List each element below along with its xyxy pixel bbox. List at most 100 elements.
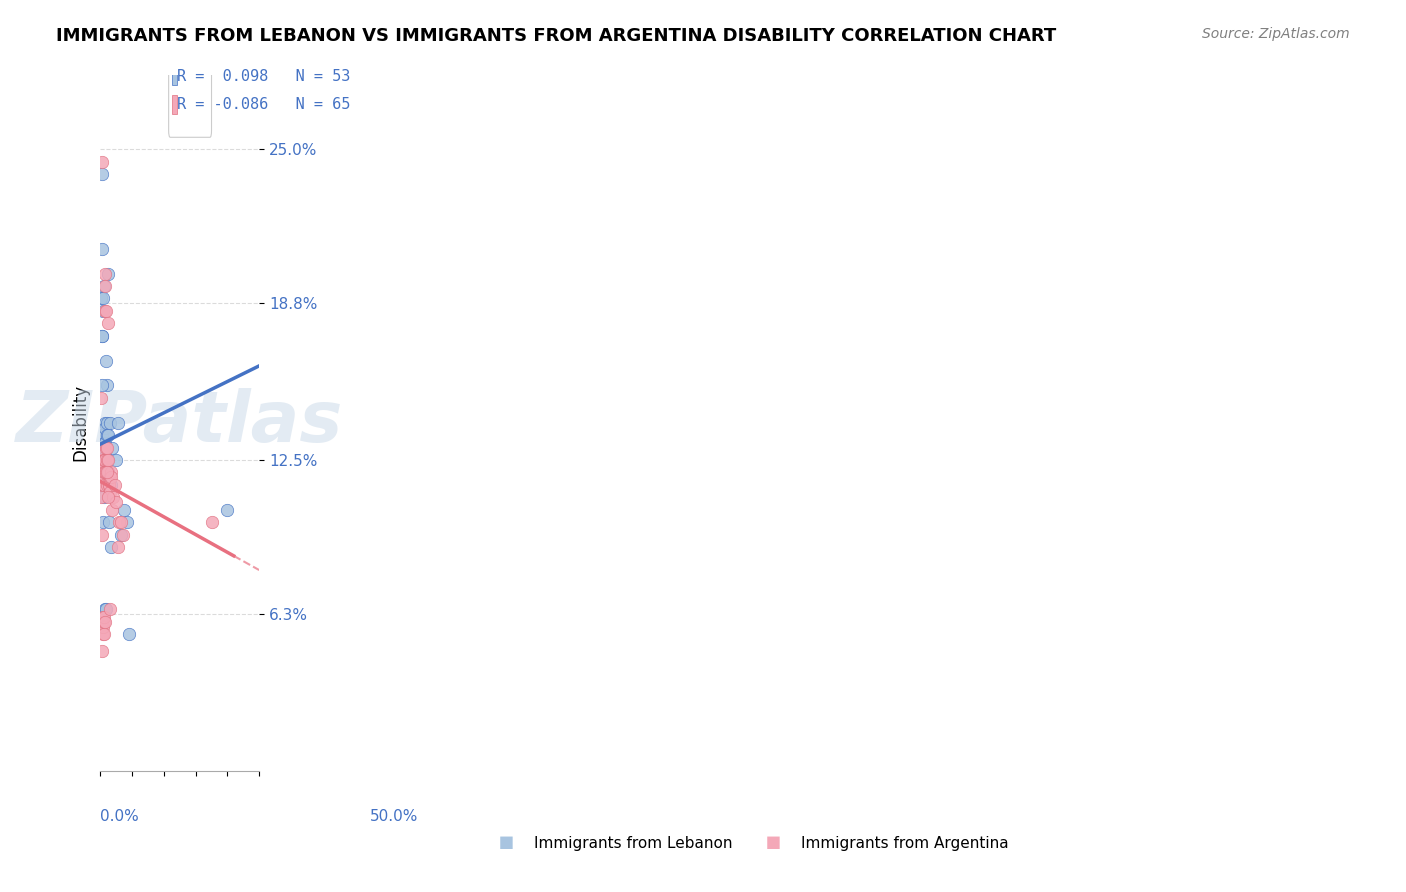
Point xyxy=(96,428,118,442)
Bar xyxy=(172,66,177,85)
Point xyxy=(217,502,239,516)
Point xyxy=(93,478,115,492)
Point xyxy=(96,466,118,480)
Point xyxy=(94,453,117,467)
Point xyxy=(91,615,114,629)
Point xyxy=(94,267,117,281)
Point xyxy=(91,466,114,480)
Point xyxy=(91,453,114,467)
Point xyxy=(91,328,114,343)
Text: R = -0.086   N = 65: R = -0.086 N = 65 xyxy=(177,97,350,112)
Point xyxy=(100,540,122,554)
Point xyxy=(94,353,117,368)
Point xyxy=(107,540,129,554)
Point xyxy=(97,515,120,529)
Point xyxy=(110,515,132,529)
Point xyxy=(96,416,118,430)
Point xyxy=(97,466,120,480)
Point xyxy=(91,478,114,492)
Point xyxy=(94,303,117,318)
Point xyxy=(93,609,115,624)
Text: 0.0%: 0.0% xyxy=(100,809,139,824)
Point xyxy=(93,453,115,467)
Point xyxy=(96,378,118,392)
Point xyxy=(98,485,121,500)
Text: IMMIGRANTS FROM LEBANON VS IMMIGRANTS FROM ARGENTINA DISABILITY CORRELATION CHAR: IMMIGRANTS FROM LEBANON VS IMMIGRANTS FR… xyxy=(56,27,1056,45)
Point xyxy=(97,453,120,467)
Point xyxy=(91,445,114,459)
Bar xyxy=(172,95,177,114)
Point xyxy=(98,602,121,616)
Point xyxy=(91,515,114,529)
Point xyxy=(93,460,115,475)
Point xyxy=(117,515,139,529)
Point xyxy=(96,466,118,480)
Point xyxy=(93,435,115,450)
Point xyxy=(94,602,117,616)
Point xyxy=(101,502,124,516)
Y-axis label: Disability: Disability xyxy=(72,384,89,461)
Point xyxy=(93,441,115,455)
Text: Immigrants from Lebanon: Immigrants from Lebanon xyxy=(534,836,733,851)
Text: 50.0%: 50.0% xyxy=(370,809,418,824)
Point xyxy=(97,466,120,480)
Point xyxy=(96,478,118,492)
Point xyxy=(118,627,141,641)
Point xyxy=(96,453,118,467)
Point xyxy=(90,453,112,467)
Text: ▪: ▪ xyxy=(498,830,515,855)
Point xyxy=(94,303,117,318)
Point xyxy=(93,466,115,480)
Point xyxy=(105,453,128,467)
Point xyxy=(100,478,122,492)
Point xyxy=(91,453,114,467)
Point xyxy=(111,527,134,541)
Point xyxy=(90,453,112,467)
Point xyxy=(98,416,121,430)
Point xyxy=(93,466,115,480)
Point xyxy=(91,615,114,629)
Text: R =  0.098   N = 53: R = 0.098 N = 53 xyxy=(177,69,350,84)
Point xyxy=(101,490,124,504)
Point xyxy=(96,441,118,455)
Point xyxy=(91,478,114,492)
Point xyxy=(90,378,112,392)
Point xyxy=(97,478,120,492)
Point xyxy=(91,627,114,641)
Point xyxy=(94,441,117,455)
Point xyxy=(91,303,114,318)
Point xyxy=(91,466,114,480)
Point xyxy=(94,615,117,629)
Point xyxy=(90,527,112,541)
Point xyxy=(93,627,115,641)
Point xyxy=(110,527,132,541)
Point xyxy=(90,466,112,480)
Point xyxy=(104,478,127,492)
Point xyxy=(94,441,117,455)
Point xyxy=(91,328,114,343)
Point xyxy=(94,435,117,450)
Point xyxy=(91,460,114,475)
Point xyxy=(94,279,117,293)
Text: Source: ZipAtlas.com: Source: ZipAtlas.com xyxy=(1202,27,1350,41)
Point xyxy=(93,279,115,293)
Point xyxy=(90,292,112,306)
Text: ▪: ▪ xyxy=(765,830,782,855)
Point xyxy=(91,428,114,442)
Point xyxy=(91,619,114,633)
Text: Immigrants from Argentina: Immigrants from Argentina xyxy=(801,836,1010,851)
Point xyxy=(93,466,115,480)
Point xyxy=(105,495,128,509)
Point xyxy=(93,460,115,475)
Point xyxy=(93,470,115,484)
Point xyxy=(108,515,131,529)
Point xyxy=(101,441,124,455)
Text: ZIPatlas: ZIPatlas xyxy=(15,388,343,458)
Point xyxy=(97,428,120,442)
Point xyxy=(94,466,117,480)
Point xyxy=(98,470,121,484)
Point xyxy=(97,316,120,330)
Point xyxy=(91,470,114,484)
Point xyxy=(100,466,122,480)
Point xyxy=(93,453,115,467)
